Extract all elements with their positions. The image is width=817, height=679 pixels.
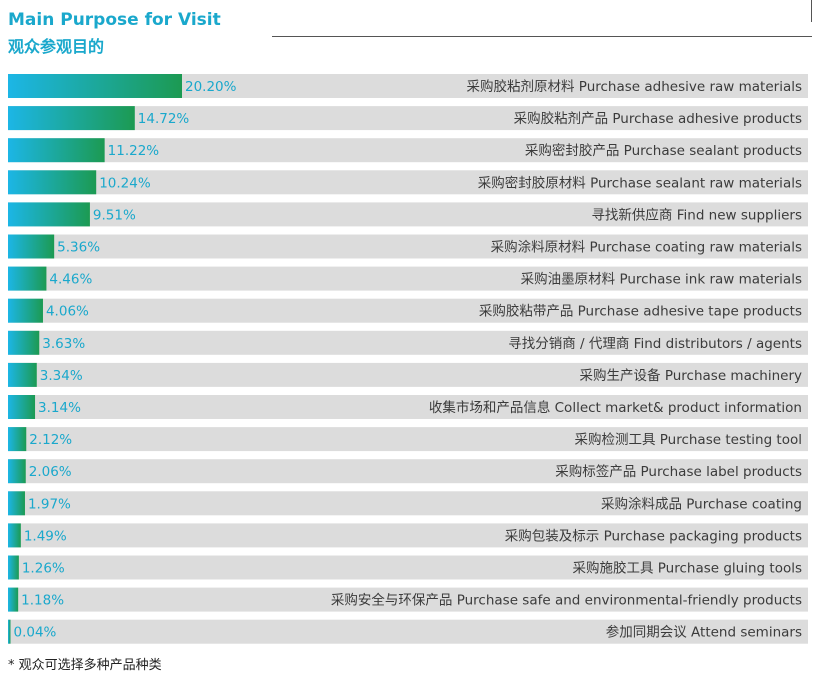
bar-value-label: 20.20% xyxy=(185,79,237,95)
bar-value-label: 11.22% xyxy=(108,143,160,159)
bar-category-label: 寻找分销商 / 代理商 Find distributors / agents xyxy=(508,336,802,352)
bar xyxy=(8,330,40,355)
bar-category-label: 采购安全与环保产品 Purchase safe and environmenta… xyxy=(331,592,802,609)
bar-value-label: 3.14% xyxy=(38,400,81,416)
bar xyxy=(8,74,182,98)
title-divider xyxy=(272,36,812,37)
bar-track xyxy=(8,619,808,644)
bar-value-label: 14.72% xyxy=(138,111,190,127)
bar-category-label: 采购胶粘剂产品 Purchase adhesive products xyxy=(514,110,802,127)
bar-value-label: 3.34% xyxy=(40,368,83,384)
bar-track xyxy=(8,202,808,227)
bar-category-label: 采购施胶工具 Purchase gluing tools xyxy=(572,560,802,577)
bar-track xyxy=(8,555,808,580)
bar-category-label: 收集市场和产品信息 Collect market& product inform… xyxy=(429,399,802,416)
bar xyxy=(8,138,105,163)
bar-category-label: 寻找新供应商 Find new suppliers xyxy=(591,206,802,223)
bar xyxy=(8,298,43,323)
bar-track xyxy=(8,587,808,612)
chart-title-en: Main Purpose for Visit xyxy=(8,10,221,30)
bar-track xyxy=(8,138,808,163)
bar-track xyxy=(8,427,808,452)
bar-value-label: 1.18% xyxy=(21,593,64,609)
bar-category-label: 采购密封胶原材料 Purchase sealant raw materials xyxy=(478,174,802,191)
bar-value-label: 4.06% xyxy=(46,304,89,320)
bar-value-label: 2.12% xyxy=(29,432,72,448)
edge-divider xyxy=(811,0,812,22)
bar xyxy=(8,170,97,195)
bar xyxy=(8,555,19,580)
bar-value-label: 4.46% xyxy=(49,272,92,288)
bar-value-label: 2.06% xyxy=(29,464,72,480)
bar xyxy=(8,587,19,612)
bar xyxy=(8,106,135,131)
bar-category-label: 采购胶粘带产品 Purchase adhesive tape products xyxy=(479,303,802,320)
bar xyxy=(8,395,36,419)
bar-track xyxy=(8,395,808,419)
bar-value-label: 10.24% xyxy=(99,175,151,191)
bar-value-label: 9.51% xyxy=(93,207,136,223)
bar xyxy=(8,266,47,291)
bar-category-label: 采购密封胶产品 Purchase sealant products xyxy=(525,142,802,159)
bar-category-label: 采购标签产品 Purchase label products xyxy=(555,463,802,480)
bar xyxy=(8,523,21,548)
chart-title-zh: 观众参观目的 xyxy=(8,37,105,56)
bar-value-label: 5.36% xyxy=(57,240,100,256)
bar-value-label: 1.49% xyxy=(24,528,67,544)
bar-category-label: 采购涂料原材料 Purchase coating raw materials xyxy=(491,240,802,256)
bar-category-label: 采购生产设备 Purchase machinery xyxy=(580,367,802,384)
bar-track xyxy=(8,266,808,291)
bar xyxy=(8,619,11,644)
bar-category-label: 参加同期会议 Attend seminars xyxy=(606,624,802,641)
bar-category-label: 采购油墨原材料 Purchase ink raw materials xyxy=(521,272,802,288)
bar-track xyxy=(8,459,808,484)
bar-track xyxy=(8,298,808,323)
bar-track xyxy=(8,330,808,355)
bar-category-label: 采购包装及标示 Purchase packaging products xyxy=(505,528,802,544)
bar-category-label: 采购涂料成品 Purchase coating xyxy=(601,496,802,512)
bar xyxy=(8,202,90,227)
bar-track xyxy=(8,523,808,548)
bar xyxy=(8,459,26,484)
bar-track xyxy=(8,106,808,131)
bar-value-label: 1.26% xyxy=(22,561,65,577)
bar xyxy=(8,362,37,387)
bar xyxy=(8,427,27,452)
bar-track xyxy=(8,170,808,195)
bar xyxy=(8,234,55,259)
bar xyxy=(8,491,25,516)
bar-value-label: 0.04% xyxy=(14,625,57,641)
bar-value-label: 1.97% xyxy=(28,496,71,512)
bar-track xyxy=(8,491,808,516)
bar-value-label: 3.63% xyxy=(42,336,85,352)
bar-track xyxy=(8,234,808,259)
bar-category-label: 采购检测工具 Purchase testing tool xyxy=(574,432,802,448)
footnote: * 观众可选择多种产品种类 xyxy=(8,658,162,673)
bar-track xyxy=(8,362,808,387)
bar-category-label: 采购胶粘剂原材料 Purchase adhesive raw materials xyxy=(467,78,803,95)
